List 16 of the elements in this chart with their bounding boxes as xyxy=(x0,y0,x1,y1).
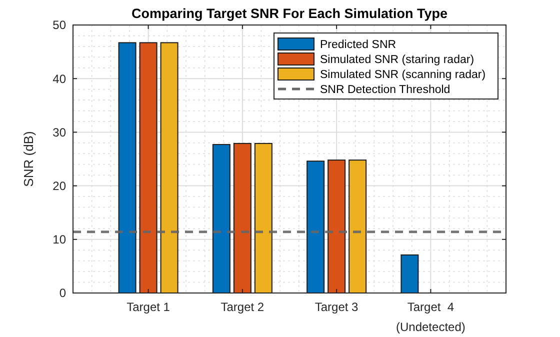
y-tick-label: 50 xyxy=(52,18,66,32)
x-tick-label: Target 1 xyxy=(126,300,170,314)
y-axis-title: SNR (dB) xyxy=(21,131,36,187)
y-tick-label: 20 xyxy=(52,179,66,193)
chart-title: Comparing Target SNR For Each Simulation Type xyxy=(131,6,448,21)
legend-label: Simulated SNR (staring radar) xyxy=(320,54,474,66)
legend-label: SNR Detection Threshold xyxy=(320,84,450,96)
x-tick-label: Target 3 xyxy=(314,300,359,314)
y-tick-label: 40 xyxy=(52,72,66,86)
legend-label: Simulated SNR (scanning radar) xyxy=(320,69,486,82)
y-tick-label: 10 xyxy=(52,232,66,247)
legend-label: Predicted SNR xyxy=(320,39,396,52)
x-tick-label: Target 4 (Undetected) xyxy=(396,300,466,334)
x-tick-label: Target 2 xyxy=(220,300,264,314)
y-tick-label: 30 xyxy=(52,125,66,140)
y-tick-label: 0 xyxy=(59,286,66,300)
